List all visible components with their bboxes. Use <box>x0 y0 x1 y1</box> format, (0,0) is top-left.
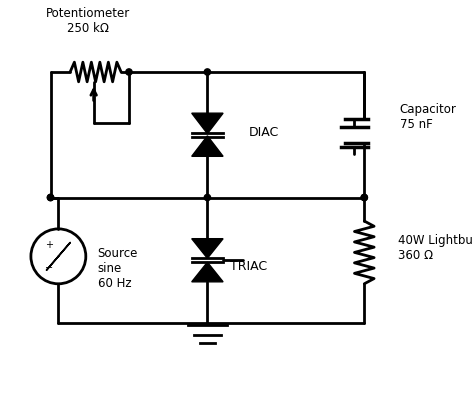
Polygon shape <box>191 239 223 258</box>
Circle shape <box>204 194 210 201</box>
Text: Source
sine
60 Hz: Source sine 60 Hz <box>98 246 138 290</box>
Polygon shape <box>191 113 223 134</box>
Circle shape <box>47 194 54 201</box>
Text: Potentiometer
250 kΩ: Potentiometer 250 kΩ <box>46 7 130 35</box>
Text: TRIAC: TRIAC <box>230 260 267 273</box>
Circle shape <box>361 194 367 201</box>
Circle shape <box>126 69 132 75</box>
Text: Capacitor
75 nF: Capacitor 75 nF <box>400 103 456 131</box>
Circle shape <box>47 194 54 201</box>
Text: +: + <box>45 239 53 250</box>
Text: DIAC: DIAC <box>248 126 279 139</box>
Polygon shape <box>191 136 223 156</box>
Text: 40W Lightbulb
360 Ω: 40W Lightbulb 360 Ω <box>398 235 474 263</box>
Circle shape <box>361 194 367 201</box>
Polygon shape <box>191 262 223 282</box>
Circle shape <box>204 69 210 75</box>
Text: −: − <box>45 263 53 273</box>
